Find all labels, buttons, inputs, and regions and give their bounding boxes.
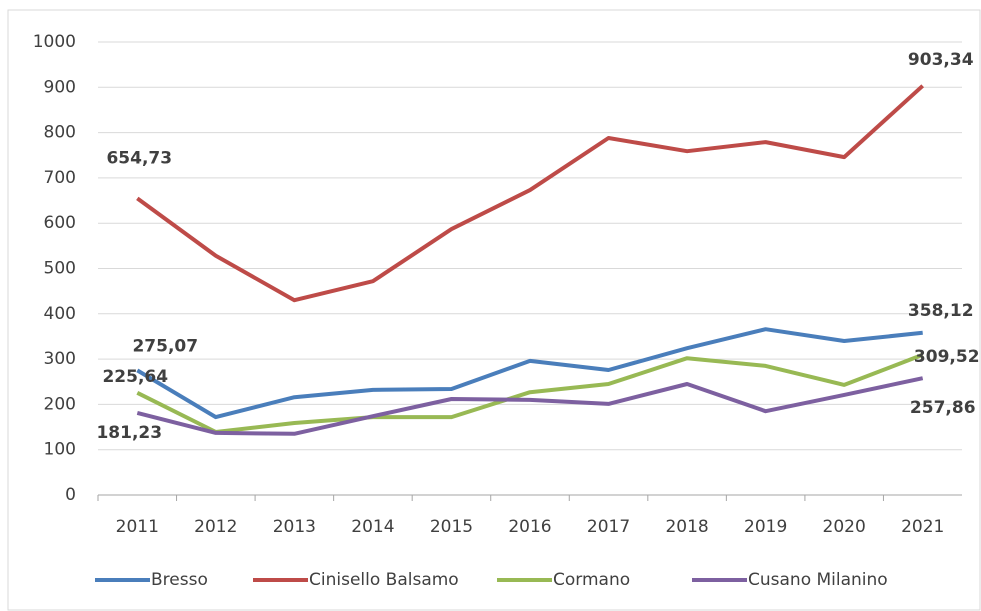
x-tick-label: 2014 — [351, 517, 394, 537]
y-tick-label: 0 — [65, 485, 76, 505]
data-label: 309,52 — [914, 347, 980, 367]
x-tick-label: 2021 — [901, 517, 944, 537]
data-label: 654,73 — [106, 148, 172, 168]
series-line — [136, 352, 924, 434]
x-tick-label: 2015 — [430, 517, 473, 537]
y-tick-label: 200 — [44, 394, 76, 414]
x-tick-label: 2020 — [823, 517, 866, 537]
series-line — [136, 84, 925, 303]
x-tick-label: 2011 — [116, 517, 159, 537]
y-tick-label: 400 — [44, 304, 76, 324]
data-label: 225,64 — [102, 367, 168, 387]
legend-label: Cusano Milanino — [748, 570, 888, 590]
x-tick-label: 2019 — [744, 517, 787, 537]
x-tick-label: 2016 — [508, 517, 551, 537]
x-tick-label: 2017 — [587, 517, 630, 537]
data-label: 903,34 — [908, 50, 974, 70]
legend-label: Cormano — [553, 570, 630, 590]
y-tick-label: 300 — [44, 349, 76, 369]
y-tick-label: 100 — [44, 440, 76, 460]
y-tick-label: 500 — [44, 259, 76, 279]
y-tick-label: 800 — [44, 123, 76, 143]
y-tick-label: 700 — [44, 168, 76, 188]
legend-label: Cinisello Balsamo — [309, 570, 459, 590]
data-label: 275,07 — [132, 336, 198, 356]
y-tick-label: 1000 — [33, 32, 76, 52]
data-label: 257,86 — [910, 398, 976, 418]
legend-label: Bresso — [151, 570, 208, 590]
y-tick-label: 900 — [44, 77, 76, 97]
x-tick-label: 2018 — [665, 517, 708, 537]
series-line — [136, 327, 923, 420]
data-label: 358,12 — [908, 301, 974, 321]
y-tick-label: 600 — [44, 213, 76, 233]
x-tick-label: 2012 — [194, 517, 237, 537]
series-line — [136, 376, 924, 436]
x-tick-label: 2013 — [273, 517, 316, 537]
data-label: 181,23 — [96, 423, 162, 443]
chart-frame — [7, 9, 981, 611]
